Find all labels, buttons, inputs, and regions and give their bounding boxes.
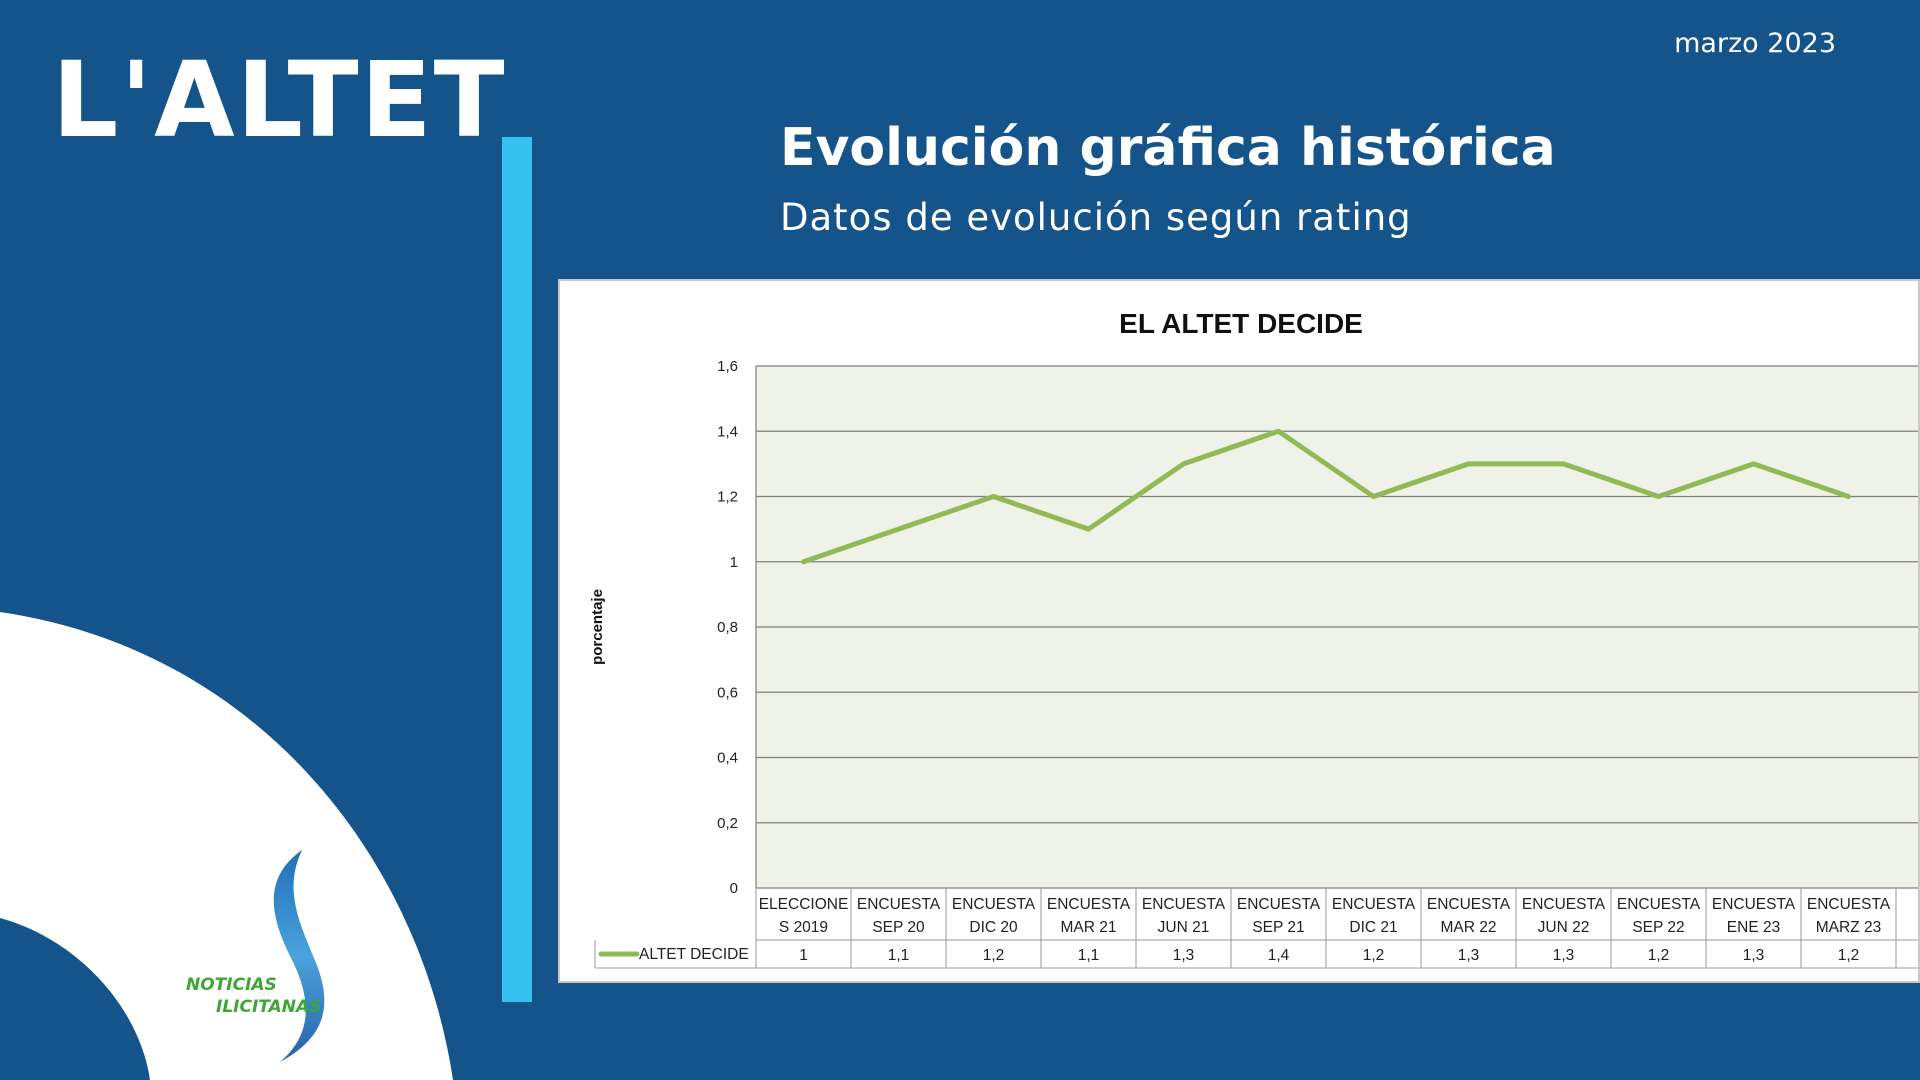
legend-label: ALTET DECIDE — [639, 946, 749, 963]
y-tick-label: 1,6 — [717, 358, 738, 375]
x-tick-label-line2: JUN 22 — [1538, 919, 1590, 936]
data-label: 1,2 — [983, 947, 1005, 964]
x-tick-label-line2: MARZ 23 — [1816, 919, 1881, 936]
chart-title: EL ALTET DECIDE — [1119, 308, 1363, 339]
y-tick-label: 1,4 — [717, 423, 738, 440]
data-label: 1,2 — [1838, 947, 1860, 964]
data-label: 1,1 — [888, 947, 910, 964]
y-tick-label: 0,4 — [717, 750, 738, 767]
data-label: 1,3 — [1173, 947, 1195, 964]
x-tick-label-line1: ENCUESTA — [857, 896, 941, 913]
y-tick-label: 0,8 — [717, 619, 738, 636]
x-tick-label-line1: ENCUESTA — [1712, 896, 1796, 913]
y-axis-label: porcentaje — [589, 589, 606, 665]
x-tick-label-line2: S 2019 — [779, 919, 828, 936]
logo: NOTICIAS ILICITANAS — [180, 850, 380, 1075]
x-tick-label-line2: MAR 22 — [1441, 919, 1497, 936]
y-tick-label: 0 — [730, 880, 738, 897]
y-tick-label: 1,2 — [717, 489, 738, 506]
x-tick-label-line2: ENE 23 — [1727, 919, 1780, 936]
x-tick-label-line1: ENCUESTA — [1047, 896, 1131, 913]
x-tick-label-line1: ENCUESTA — [952, 896, 1036, 913]
line-chart: EL ALTET DECIDE 0 0,2 0,4 0,6 0,8 1 1,2 1,4 1,6 po… — [589, 308, 1918, 969]
logo-text: NOTICIAS ILICITANAS — [186, 974, 321, 1018]
x-tick-label-line2: JUN 21 — [1158, 919, 1210, 936]
x-tick-label-line2: MAR 21 — [1061, 919, 1117, 936]
date-label: marzo 2023 — [1674, 28, 1836, 59]
y-tick-label: 0,2 — [717, 815, 738, 832]
data-label: 1,3 — [1553, 947, 1575, 964]
data-label: 1,1 — [1078, 947, 1100, 964]
x-tick-label-line2: DIC 20 — [969, 919, 1018, 936]
x-tick-label-line1: ENCUESTA — [1807, 896, 1891, 913]
logo-line-1: NOTICIAS — [186, 975, 277, 995]
data-label: 1,4 — [1268, 947, 1290, 964]
data-label: 1,3 — [1458, 947, 1480, 964]
chart-frame: EL ALTET DECIDE 0 0,2 0,4 0,6 0,8 1 1,2 1,4 1,6 po… — [558, 279, 1920, 983]
page-title: Evolución gráfica histórica — [780, 118, 1556, 178]
x-tick-label-line1: ELECCIONE — [759, 896, 849, 913]
brand-title: L'ALTET — [52, 39, 507, 161]
accent-bar — [502, 137, 532, 1002]
data-label: 1,2 — [1363, 947, 1385, 964]
page-subtitle: Datos de evolución según rating — [780, 196, 1412, 239]
x-tick-label-line1: ENCUESTA — [1522, 896, 1606, 913]
x-tick-label-line1: ENCUESTA — [1237, 896, 1321, 913]
x-tick-label-line1: ENCUESTA — [1332, 896, 1416, 913]
data-label: 1,3 — [1743, 947, 1765, 964]
x-tick-label-line1: ENCUESTA — [1427, 896, 1511, 913]
y-tick-label: 0,6 — [717, 684, 738, 701]
x-tick-label-line2: SEP 21 — [1252, 919, 1304, 936]
x-tick-label-line2: SEP 20 — [872, 919, 925, 936]
logo-line-2: ILICITANAS — [216, 997, 322, 1017]
x-tick-label-line2: SEP 22 — [1632, 919, 1684, 936]
data-label: 1,2 — [1648, 947, 1670, 964]
x-tick-label-line1: ENCUESTA — [1142, 896, 1226, 913]
series-line — [801, 428, 1851, 565]
x-tick-label-line1: ENCUESTA — [1617, 896, 1701, 913]
y-tick-label: 1 — [730, 554, 738, 571]
x-tick-label-line2: DIC 21 — [1349, 919, 1397, 936]
data-label: 1 — [799, 947, 808, 964]
logo-swoosh-icon — [273, 850, 325, 1062]
